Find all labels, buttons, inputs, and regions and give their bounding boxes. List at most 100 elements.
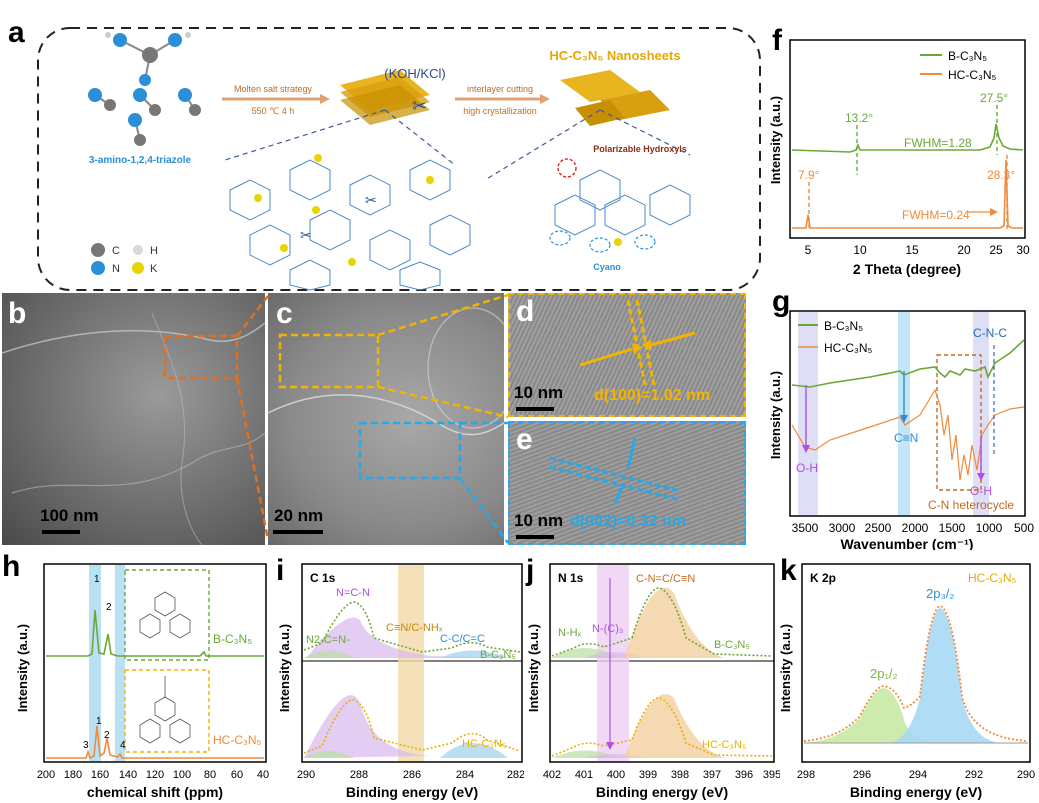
panel-f-plot-frame xyxy=(789,39,1026,239)
tem-d-scale: 10 nm xyxy=(514,383,564,402)
svg-text:298: 298 xyxy=(797,769,815,781)
panel-j-ylabel: Intensity (a.u.) xyxy=(526,624,541,712)
xrd-ann-b1: 13.2° xyxy=(845,111,873,125)
tem-b-scale: 100 nm xyxy=(40,506,99,525)
tem-e-scalebar xyxy=(516,535,554,539)
svg-text:399: 399 xyxy=(639,769,657,781)
panel-f-xticks: 5 10 15 20 25 30 xyxy=(805,243,1030,257)
k2p-fit-curve xyxy=(803,605,1029,742)
svg-text:3: 3 xyxy=(83,740,89,751)
panel-i-ylabel: Intensity (a.u.) xyxy=(277,624,292,712)
panel-i-xlabel: Binding energy (eV) xyxy=(346,784,478,800)
tem-e-label: e xyxy=(516,423,533,456)
legend-b-c3n5: B-C₃N₅ xyxy=(948,49,987,63)
nc3-band xyxy=(597,565,629,761)
tem-e-scale: 10 nm xyxy=(514,511,564,530)
tem-e-spacing: d(002)=0.32 nm xyxy=(570,513,687,530)
nmr-hc-label: HC-C₃N₅ xyxy=(213,733,262,747)
carbon-atom-icon xyxy=(91,243,105,257)
tem-b-scalebar xyxy=(42,530,80,534)
c1s-top-components xyxy=(304,617,520,658)
lattice-scissors-icon-2: ✂ xyxy=(300,227,312,243)
panel-f: f Intensity (a.u.) B-C₃N₅ HC-C₃N₅ 13.2° … xyxy=(770,24,1030,277)
panel-h-plot-frame xyxy=(43,563,267,763)
xrd-ann-h-fwhm: FWHM=0.24 xyxy=(902,208,970,222)
svg-text:290: 290 xyxy=(1017,769,1035,781)
ftir-b-curve xyxy=(791,339,1025,388)
nmr-hc-curve xyxy=(46,725,264,760)
panel-f-label: f xyxy=(772,24,783,57)
panel-g: g Intensity (a.u.) B-C₃N₅ HC-C₃N₅ O-H C≡… xyxy=(770,285,1034,550)
svg-text:5: 5 xyxy=(805,243,812,257)
svg-text:500: 500 xyxy=(1014,521,1034,535)
product-title: HC-C₃N₅ Nanosheets xyxy=(549,48,680,63)
svg-text:1: 1 xyxy=(94,574,100,585)
svg-text:284: 284 xyxy=(456,769,474,781)
structure-b-icon xyxy=(139,591,191,639)
legend-nitrogen-label: N xyxy=(112,263,120,275)
ftir-ann-oh1: O-H xyxy=(796,461,818,475)
k2p-p12-label: 2p₁/₂ xyxy=(870,666,898,681)
xrd-b-curve xyxy=(791,123,1024,153)
panel-g-ylabel: Intensity (a.u.) xyxy=(770,371,783,459)
svg-text:20: 20 xyxy=(957,243,971,257)
panel-h-xlabel: chemical shift (ppm) xyxy=(87,784,223,800)
step1-bottom-label: 550 ℃ 4 h xyxy=(252,106,295,116)
svg-text:2: 2 xyxy=(106,602,112,613)
n1s-hc-label: HC-C₃N₅ xyxy=(702,739,746,751)
svg-text:286: 286 xyxy=(403,769,421,781)
panel-j: j N 1s N-Hₓ N-(C)₃ C-N=C/C≡N B-C₃N₅ HC-C… xyxy=(525,554,780,800)
panel-i-plot-frame xyxy=(301,563,523,763)
layered-stack-icon xyxy=(340,70,430,125)
xrd-ann-b2: 27.5° xyxy=(980,91,1008,105)
c1s-bottom-components xyxy=(304,695,508,758)
panel-f-legend: B-C₃N₅ HC-C₃N₅ xyxy=(920,49,997,82)
c1s-b-label: B-C₃N₅ xyxy=(480,649,516,661)
c1s-top-curve xyxy=(303,601,521,653)
tem-image-c: c 20 nm xyxy=(268,293,504,545)
svg-text:1: 1 xyxy=(96,716,102,727)
c1s-ann-cc: C-C/C=C xyxy=(440,633,485,645)
oh-band-2 xyxy=(973,312,989,515)
n1s-bottom-components xyxy=(552,694,724,758)
nmr-band-2 xyxy=(115,565,125,761)
oh-band-1 xyxy=(798,312,818,515)
nitrogen-atom-icon xyxy=(91,261,105,275)
c1s-title: C 1s xyxy=(310,571,336,585)
svg-text:282: 282 xyxy=(507,769,524,781)
c1s-hc-label: HC-C₃N₅ xyxy=(462,738,506,750)
c1s-bottom-curve xyxy=(303,699,521,754)
n1s-ann-nc3: N-(C)₃ xyxy=(592,623,623,635)
hydroxyl-highlight xyxy=(557,158,577,178)
svg-text:15: 15 xyxy=(905,243,919,257)
xrd-ann-h1: 7.9° xyxy=(798,168,820,182)
tem-image-b: b 100 nm xyxy=(2,293,265,545)
salt-label: (KOH/KCl) xyxy=(384,66,445,81)
k2p-title: K 2p xyxy=(810,571,836,585)
svg-text:25: 25 xyxy=(989,243,1003,257)
svg-text:3500: 3500 xyxy=(792,521,819,535)
legend-hydrogen-label: H xyxy=(150,245,158,257)
panel-k-xticks: 298 296 294 292 290 xyxy=(797,769,1035,781)
tem-c-label: c xyxy=(276,297,293,330)
panel-j-xticks: 402 401 400 399 398 397 396 395 xyxy=(543,769,780,781)
panel-a-label: a xyxy=(8,16,25,49)
k2p-sample: HC-C₃N₅ xyxy=(968,571,1017,585)
panel-g-label: g xyxy=(772,285,790,318)
svg-text:40: 40 xyxy=(257,769,269,781)
tem-c-scale: 20 nm xyxy=(274,506,324,525)
svg-text:180: 180 xyxy=(64,769,82,781)
k2p-p32-component xyxy=(890,608,1000,743)
svg-text:396: 396 xyxy=(735,769,753,781)
guide-lines xyxy=(224,109,691,181)
cn-band xyxy=(398,565,424,761)
ftir-ann-cn: C≡N xyxy=(894,431,918,445)
ftir-ann-cnc: C-N-C xyxy=(973,326,1007,340)
ftir-ann-hetero: C-N heterocycle xyxy=(928,498,1014,512)
svg-text:2: 2 xyxy=(104,730,110,741)
svg-text:290: 290 xyxy=(297,769,315,781)
nmr-peak-labels-hc: 3 1 2 4 xyxy=(83,716,126,751)
svg-text:401: 401 xyxy=(575,769,593,781)
precursor-molecules xyxy=(88,32,201,146)
svg-text:294: 294 xyxy=(909,769,927,781)
